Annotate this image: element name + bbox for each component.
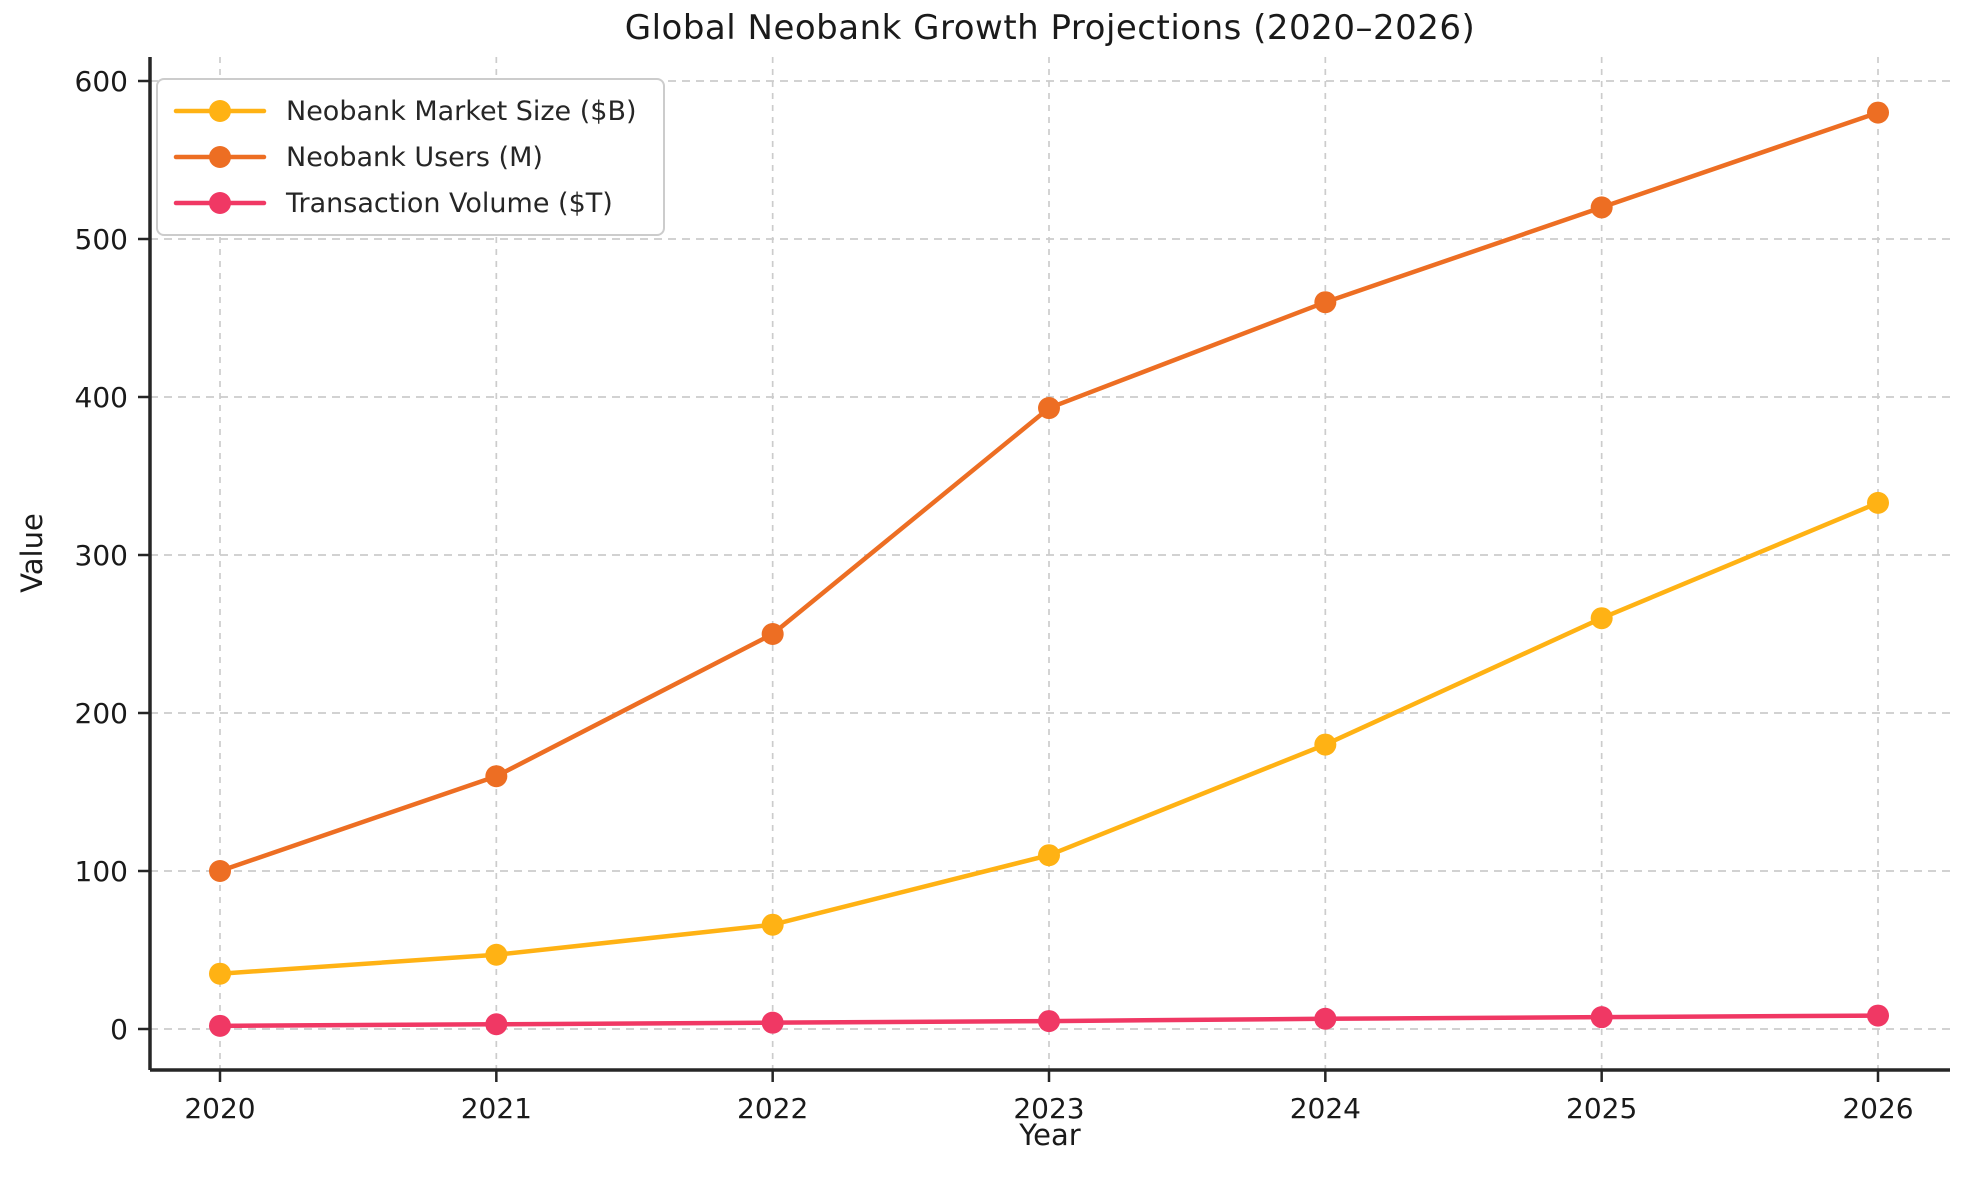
data-point <box>1314 1007 1337 1030</box>
data-point <box>761 1011 784 1034</box>
data-point <box>1038 844 1060 867</box>
x-tick-label: 2024 <box>1290 1092 1361 1125</box>
legend-line-marker-icon <box>173 100 267 122</box>
y-tick-label: 0 <box>110 1013 128 1046</box>
data-point <box>485 943 508 966</box>
data-point <box>761 913 784 936</box>
data-point <box>1038 397 1060 420</box>
data-point <box>1314 291 1337 314</box>
data-point <box>1590 607 1613 630</box>
legend-item: Transaction Volume ($T) <box>172 184 637 222</box>
legend-item: Neobank Users (M) <box>172 138 637 176</box>
legend-item: Neobank Market Size ($B) <box>172 92 637 130</box>
x-tick-label: 2026 <box>1842 1092 1913 1125</box>
y-tick-label: 500 <box>75 223 128 256</box>
data-point <box>1867 491 1889 514</box>
legend: Neobank Market Size ($B) Neobank Users (M… <box>156 78 665 236</box>
data-point <box>1590 196 1613 219</box>
data-point <box>209 1014 231 1037</box>
data-point <box>1314 733 1337 756</box>
y-tick-label: 200 <box>75 697 128 730</box>
y-tick-label: 300 <box>75 539 128 572</box>
data-point <box>1867 1004 1889 1027</box>
legend-label: Neobank Market Size ($B) <box>286 95 637 127</box>
legend-line-marker-icon <box>173 146 267 168</box>
x-axis-label: Year <box>1019 1118 1081 1152</box>
data-point <box>1590 1006 1613 1029</box>
x-tick-label: 2020 <box>184 1092 255 1125</box>
x-tick-label: 2023 <box>1013 1092 1084 1125</box>
x-tick-label: 2022 <box>737 1092 808 1125</box>
legend-label: Transaction Volume ($T) <box>286 187 613 219</box>
data-point <box>485 1013 508 1036</box>
data-point <box>1038 1010 1060 1033</box>
legend-label: Neobank Users (M) <box>286 141 543 173</box>
x-tick-label: 2021 <box>461 1092 532 1125</box>
data-point <box>761 623 784 645</box>
chart-title: Global Neobank Growth Projections (2020–… <box>624 8 1476 48</box>
x-tick-label: 2025 <box>1566 1092 1637 1125</box>
y-tick-label: 100 <box>75 855 128 888</box>
data-point <box>209 962 231 985</box>
y-tick-label: 600 <box>75 65 128 98</box>
data-point <box>209 860 231 882</box>
data-point <box>1867 101 1889 124</box>
data-point <box>485 765 508 788</box>
y-tick-label: 400 <box>75 381 128 414</box>
legend-line-marker-icon <box>173 192 267 214</box>
